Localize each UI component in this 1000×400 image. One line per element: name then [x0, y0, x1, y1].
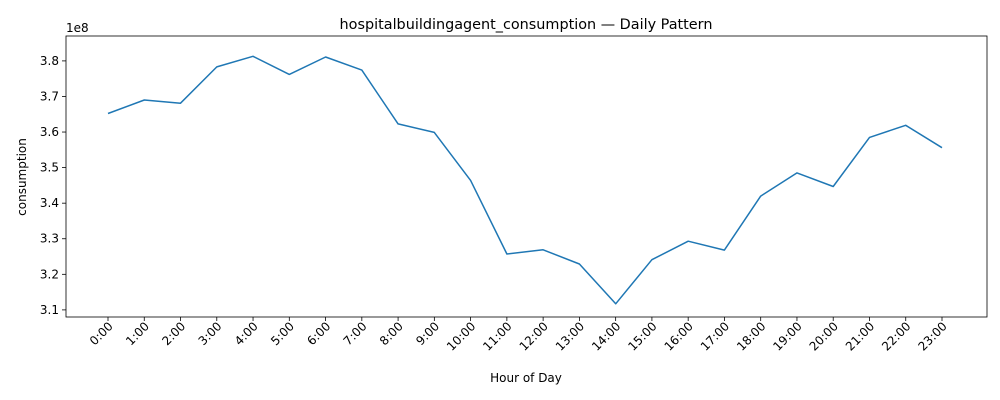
x-tick-label: 12:00	[517, 319, 551, 353]
y-tick-label: 3.3	[40, 232, 59, 246]
x-tick-label: 20:00	[807, 319, 841, 353]
x-tick-label: 9:00	[413, 319, 442, 348]
x-tick-label: 18:00	[734, 319, 768, 353]
x-tick-label: 10:00	[444, 319, 478, 353]
y-offset-label: 1e8	[66, 21, 89, 35]
y-tick-label: 3.7	[40, 89, 59, 103]
plot-area: 3.1 3.2 3.3 3.4 3.5 3.6 3.7 3.8 0:00 1:00 2:00 3:00…	[40, 35, 988, 354]
series-line	[107, 55, 943, 305]
x-tick-label: 1:00	[123, 319, 152, 348]
x-tick-label: 8:00	[377, 319, 406, 348]
x-tick-label: 7:00	[341, 319, 370, 348]
x-tick-label: 23:00	[915, 319, 949, 353]
x-tick-label: 6:00	[304, 319, 333, 348]
x-tick-label: 2:00	[159, 319, 188, 348]
x-tick-label: 4:00	[232, 319, 261, 348]
x-tick-label: 0:00	[87, 319, 116, 348]
y-tick-label: 3.2	[40, 267, 59, 281]
x-tick-label: 16:00	[662, 319, 696, 353]
x-tick-label: 3:00	[196, 319, 225, 348]
plot-frame	[65, 35, 988, 318]
y-tick-label: 3.4	[40, 196, 59, 210]
y-tick-label: 3.6	[40, 125, 59, 139]
x-tick-label: 21:00	[843, 319, 877, 353]
x-tick-label: 11:00	[480, 319, 514, 353]
x-tick-label: 15:00	[625, 319, 659, 353]
y-axis-label: consumption	[15, 138, 29, 216]
y-tick-label: 3.1	[40, 303, 59, 317]
y-tick-label: 3.8	[40, 54, 59, 68]
x-tick-label: 5:00	[268, 319, 297, 348]
y-tick-label: 3.5	[40, 161, 59, 175]
x-tick-label: 13:00	[553, 319, 587, 353]
x-tick-label: 14:00	[589, 319, 623, 353]
x-tick-label: 19:00	[770, 319, 804, 353]
x-axis-label: Hour of Day	[490, 371, 562, 385]
x-tick-label: 22:00	[879, 319, 913, 353]
chart-title: hospitalbuildingagent_consumption — Dail…	[340, 17, 713, 33]
x-tick-label: 17:00	[698, 319, 732, 353]
